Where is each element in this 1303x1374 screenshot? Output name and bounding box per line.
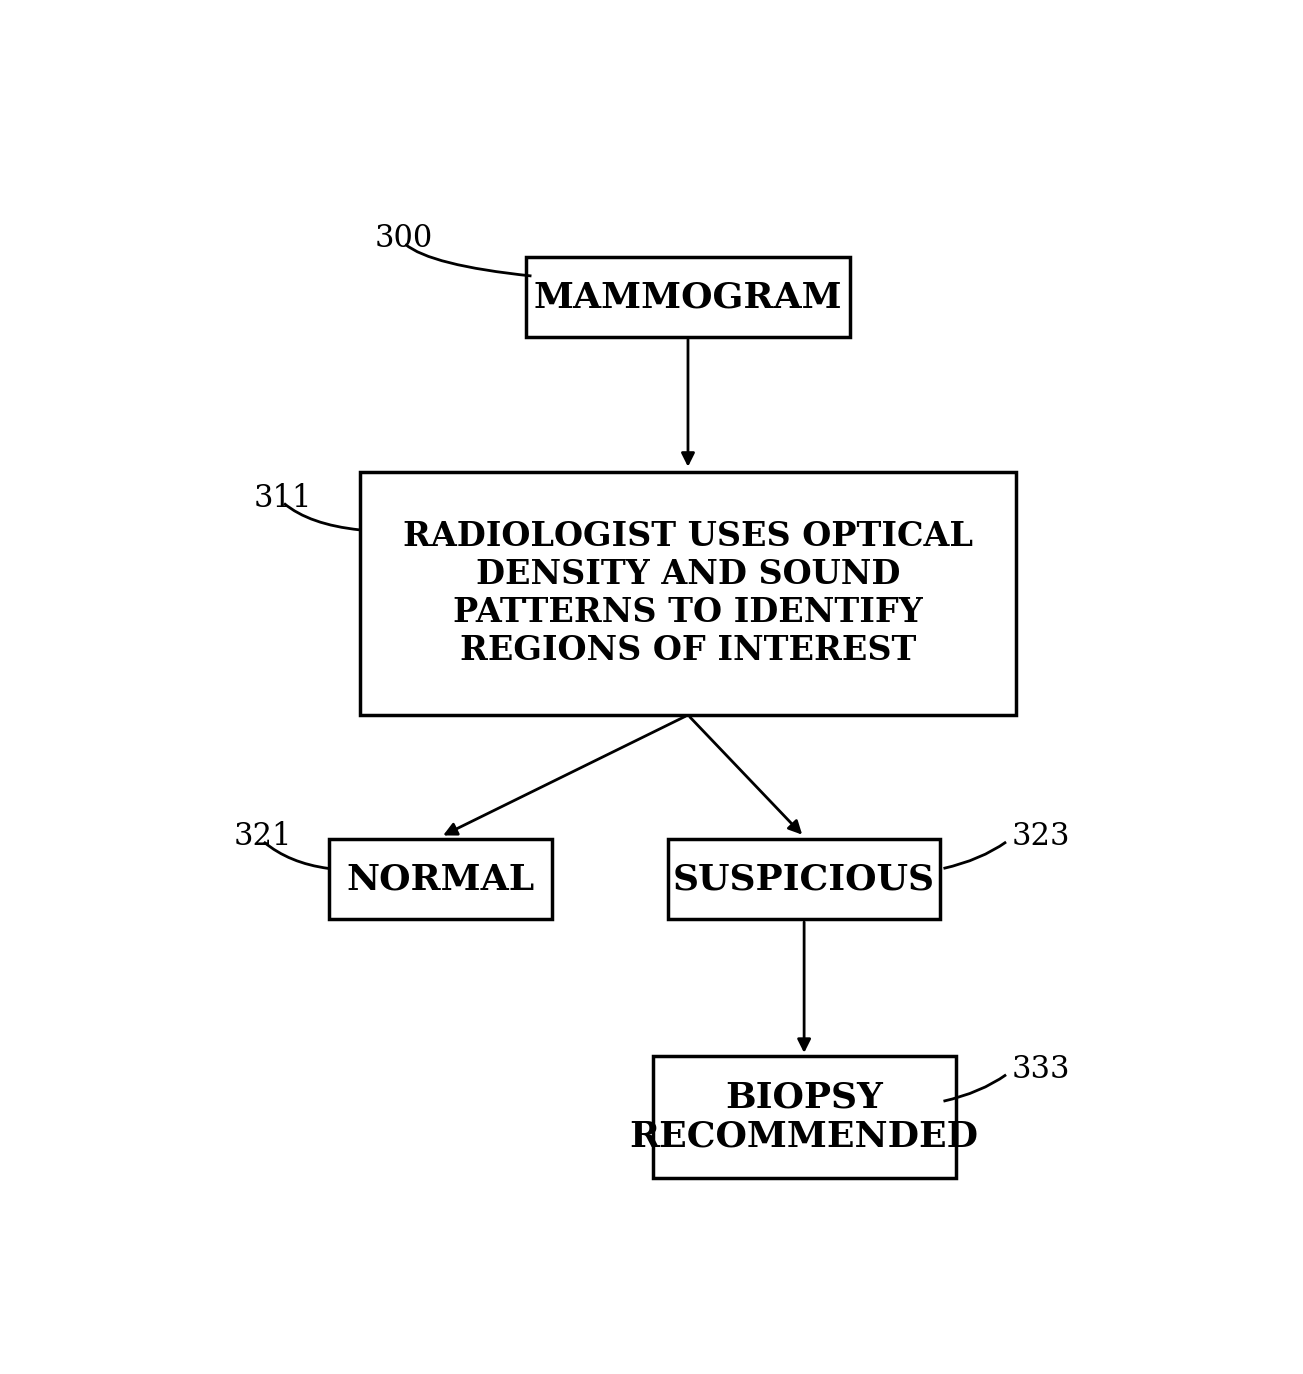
Text: 300: 300 — [375, 224, 433, 254]
Text: BIOPSY
RECOMMENDED: BIOPSY RECOMMENDED — [629, 1080, 979, 1154]
Bar — [653, 1057, 955, 1178]
Text: MAMMOGRAM: MAMMOGRAM — [534, 280, 842, 315]
Text: 323: 323 — [1011, 822, 1070, 852]
Bar — [360, 471, 1016, 714]
Text: 311: 311 — [254, 482, 313, 514]
Text: 321: 321 — [233, 822, 292, 852]
Text: NORMAL: NORMAL — [347, 861, 534, 896]
Text: RADIOLOGIST USES OPTICAL
DENSITY AND SOUND
PATTERNS TO IDENTIFY
REGIONS OF INTER: RADIOLOGIST USES OPTICAL DENSITY AND SOU… — [403, 519, 973, 668]
Text: SUSPICIOUS: SUSPICIOUS — [674, 861, 936, 896]
Bar — [330, 840, 551, 919]
Text: 333: 333 — [1011, 1054, 1070, 1085]
Bar — [526, 257, 850, 337]
Bar — [667, 840, 941, 919]
